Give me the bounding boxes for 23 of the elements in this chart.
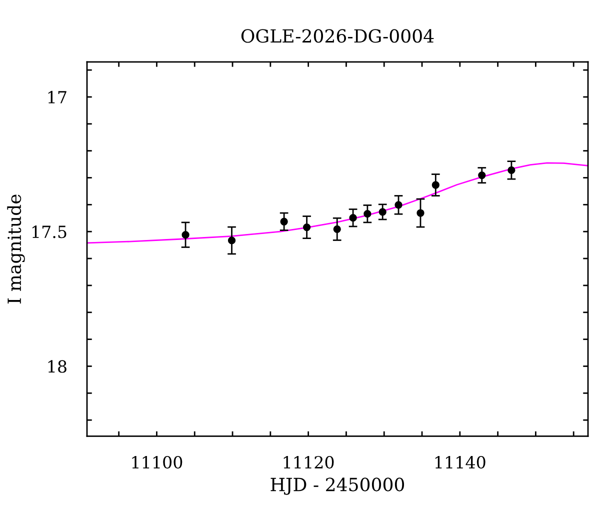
x-tick-label: 11120: [284, 456, 334, 469]
point: [432, 181, 440, 189]
x-tick-label: 11100: [132, 456, 182, 469]
line-series: [87, 162, 588, 244]
point: [333, 225, 341, 233]
y-tick-label: 17.5: [32, 226, 66, 238]
point: [378, 208, 386, 216]
point: [228, 236, 236, 244]
y-tick-label: 18: [48, 360, 66, 373]
point: [508, 166, 516, 174]
point: [302, 223, 311, 232]
point: [394, 201, 402, 209]
chart-title: OGLE-2026-DG-0004: [241, 29, 434, 43]
point: [280, 218, 288, 226]
point: [182, 230, 190, 239]
x-axis-title: HJD - 2450000: [270, 478, 404, 495]
x-tick-label: 11140: [435, 456, 486, 469]
y-tick-label: 17: [48, 90, 66, 104]
y-axis-title: I magnitude: [7, 194, 25, 304]
point: [478, 171, 486, 180]
point: [349, 214, 357, 222]
point: [416, 209, 424, 217]
point: [364, 210, 372, 218]
